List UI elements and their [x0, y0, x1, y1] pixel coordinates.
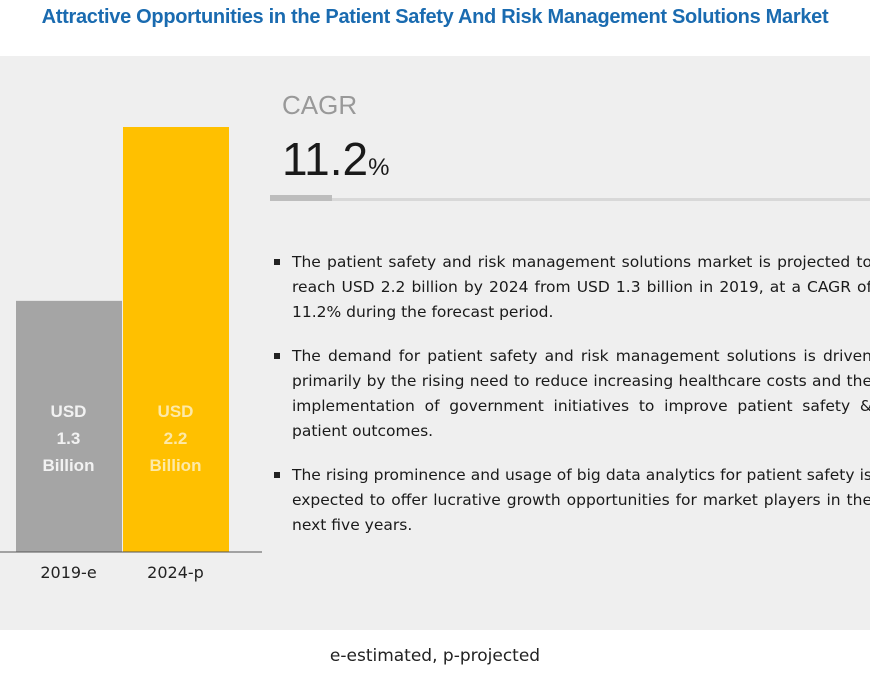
cagr-unit: % [368, 154, 390, 181]
divider [270, 198, 870, 201]
bar-data-label: USD 2.2 Billion [123, 398, 228, 479]
bar-data-label-line: 1.3 [56, 429, 81, 448]
bar-data-label-line: Billion [42, 456, 95, 475]
bar-data-label: USD 1.3 Billion [16, 398, 121, 479]
bullet-text: The rising prominence and usage of big d… [292, 466, 870, 534]
cagr-label: CAGR [282, 90, 358, 120]
key-points: The patient safety and risk management s… [272, 250, 870, 557]
bar-data-label-line: Billion [149, 456, 202, 475]
cagr-value: 11.2% [282, 132, 389, 186]
bullet-icon [274, 472, 280, 478]
bullet-icon [274, 259, 280, 265]
bar-data-label-line: 2.2 [163, 429, 188, 448]
bar-data-label-line: USD [50, 402, 87, 421]
divider-accent [270, 195, 332, 201]
bullet-item: The rising prominence and usage of big d… [272, 463, 870, 538]
bar-chart [0, 127, 262, 553]
bar-data-label-line: USD [157, 402, 194, 421]
bullet-text: The patient safety and risk management s… [292, 253, 870, 321]
x-tick-label: 2019-e [40, 563, 97, 582]
bar-2024-p [123, 127, 229, 552]
bullet-text: The demand for patient safety and risk m… [292, 347, 870, 440]
bullet-item: The patient safety and risk management s… [272, 250, 870, 325]
bullet-item: The demand for patient safety and risk m… [272, 344, 870, 444]
footnote: e-estimated, p-projected [329, 646, 541, 666]
bullet-icon [274, 353, 280, 359]
cagr-number: 11.2 [282, 133, 369, 185]
bar-2019-e [16, 300, 122, 552]
infographic-title: Attractive Opportunities in the Patient … [41, 6, 829, 28]
x-tick-label: 2024-p [147, 563, 204, 582]
